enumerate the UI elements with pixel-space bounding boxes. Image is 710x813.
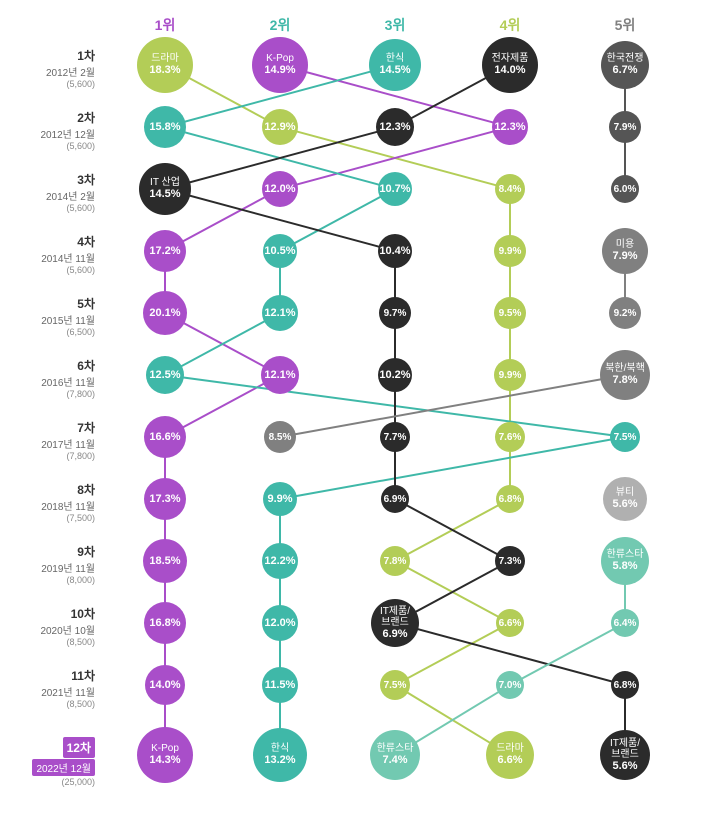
chart-node: 10.5% (263, 234, 297, 268)
chart-node: 17.2% (144, 230, 186, 272)
chart-node: 16.6% (144, 416, 186, 458)
chart-node: 6.8% (611, 671, 639, 699)
chart-node: 한국전쟁6.7% (601, 41, 649, 89)
chart-node: 6.6% (496, 609, 524, 637)
chart-node: 15.8% (144, 106, 186, 148)
chart-node: 12.2% (262, 543, 298, 579)
chart-node: 미용7.9% (602, 228, 648, 274)
chart-node: 6.0% (611, 175, 639, 203)
chart-node: 7.7% (380, 422, 410, 452)
chart-node: 12.3% (492, 109, 528, 145)
chart-node: 16.8% (144, 602, 186, 644)
edges-layer (15, 15, 695, 798)
chart-node: 12.0% (262, 171, 298, 207)
chart-node: 뷰티5.6% (603, 477, 647, 521)
chart-node: 12.9% (262, 109, 298, 145)
chart-node: 10.2% (378, 358, 412, 392)
chart-node: 드라마6.6% (486, 731, 534, 779)
chart-node: 12.3% (376, 108, 414, 146)
chart-node: 9.5% (494, 297, 526, 329)
chart-node: 7.5% (380, 670, 410, 700)
chart-node: 14.0% (145, 665, 185, 705)
chart-node: 6.8% (496, 485, 524, 513)
chart-node: 한류스타5.8% (601, 537, 649, 585)
chart-node: 7.0% (496, 671, 524, 699)
chart-node: K-Pop14.3% (137, 727, 193, 783)
chart-node: 7.5% (610, 422, 640, 452)
chart-node: 10.7% (378, 172, 412, 206)
bump-chart: 1위2위3위4위5위1차2012년 2월(5,600)2차2012년 12월(5… (15, 15, 695, 798)
chart-node: 11.5% (262, 667, 298, 703)
chart-node: IT제품/브랜드5.6% (600, 730, 650, 780)
chart-node: 한류스타7.4% (370, 730, 420, 780)
chart-node: 9.9% (494, 235, 526, 267)
chart-node: 7.9% (609, 111, 641, 143)
chart-node: 8.4% (495, 174, 525, 204)
chart-node: 12.5% (146, 356, 184, 394)
chart-node: 7.6% (495, 422, 525, 452)
chart-node: 12.1% (261, 356, 299, 394)
edge (280, 375, 625, 437)
chart-node: 9.2% (609, 297, 641, 329)
chart-node: 9.7% (379, 297, 411, 329)
chart-node: 18.5% (143, 539, 187, 583)
chart-node: 전자제품14.0% (482, 37, 538, 93)
chart-node: K-Pop14.9% (252, 37, 308, 93)
edge (165, 65, 625, 755)
chart-node: 북한/북핵7.8% (600, 350, 650, 400)
chart-node: 12.1% (262, 295, 298, 331)
chart-node: 8.5% (264, 421, 296, 453)
chart-node: 7.8% (380, 546, 410, 576)
chart-node: 20.1% (143, 291, 187, 335)
chart-node: 한식13.2% (253, 728, 307, 782)
chart-node: 17.3% (144, 478, 186, 520)
chart-node: 10.4% (378, 234, 412, 268)
edge (395, 561, 625, 755)
chart-node: IT 산업14.5% (139, 163, 191, 215)
chart-node: 6.4% (611, 609, 639, 637)
chart-node: 7.3% (495, 546, 525, 576)
chart-node: 한식14.5% (369, 39, 421, 91)
chart-node: 드라마18.3% (137, 37, 193, 93)
chart-node: 9.9% (263, 482, 297, 516)
chart-node: IT제품/브랜드6.9% (371, 599, 419, 647)
chart-node: 12.0% (262, 605, 298, 641)
chart-node: 6.9% (381, 485, 409, 513)
chart-node: 9.9% (494, 359, 526, 391)
